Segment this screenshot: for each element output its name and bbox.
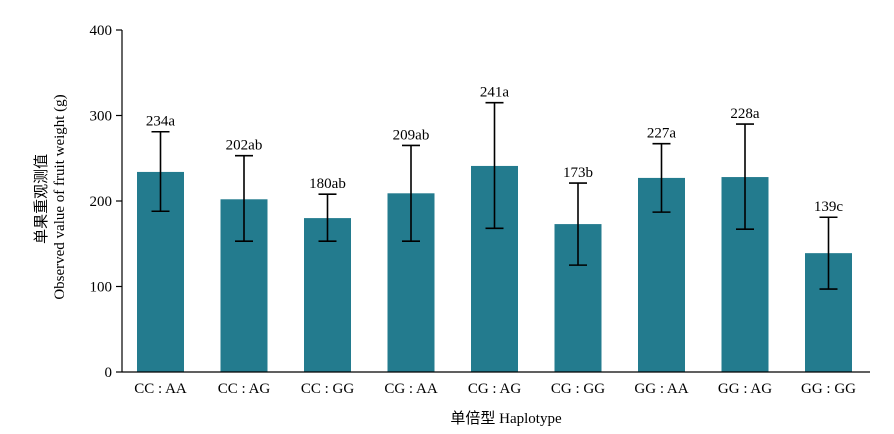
data-label: 180ab: [309, 176, 346, 192]
data-label: 209ab: [393, 127, 430, 143]
x-tick-label: GG : AG: [718, 381, 772, 397]
x-tick-label: CC : AG: [218, 381, 271, 397]
x-tick-label: CG : AG: [468, 381, 522, 397]
y-tick-label: 0: [105, 365, 113, 381]
y-tick-label: 200: [90, 194, 113, 210]
data-label: 234a: [146, 114, 176, 130]
x-tick-labels-layer: CC : AA CC : AG CC : GG CG : AA CG : AG CG : …: [134, 381, 856, 397]
data-label: 173b: [563, 165, 593, 181]
data-label: 241a: [480, 85, 510, 101]
data-label: 139c: [814, 199, 844, 215]
data-label: 202ab: [226, 138, 263, 154]
error-bars-layer: [151, 101, 838, 290]
y-axis-title-en: Observed value of fruit weight (g): [52, 94, 68, 299]
y-tick-label: 400: [90, 23, 113, 39]
y-tick-label: 100: [90, 280, 113, 296]
x-tick-label: CG : AA: [384, 381, 438, 397]
x-tick-label: GG : GG: [801, 381, 856, 397]
x-tick-label: CC : AA: [134, 381, 187, 397]
data-label: 228a: [730, 106, 760, 122]
y-axis-title: 单果重观测值 Observed value of fruit weight (g…: [33, 94, 68, 299]
x-tick-label: CC : GG: [301, 381, 355, 397]
data-labels-layer: 234a 202ab 180ab 209ab 241a 173b 227a 228a 139c: [146, 85, 844, 216]
bar: [304, 218, 351, 372]
x-tick-label: GG : AA: [634, 381, 688, 397]
y-axis-title-cn: 单果重观测值: [33, 154, 50, 244]
x-tick-label: CG : GG: [551, 381, 605, 397]
y-tick-label: 300: [90, 109, 113, 125]
y-ticks-layer: 0 100 200 300 400: [90, 23, 122, 381]
x-axis-title: 单倍型 Haplotype: [450, 410, 562, 427]
data-label: 227a: [647, 126, 677, 142]
bars-layer: [137, 165, 852, 372]
